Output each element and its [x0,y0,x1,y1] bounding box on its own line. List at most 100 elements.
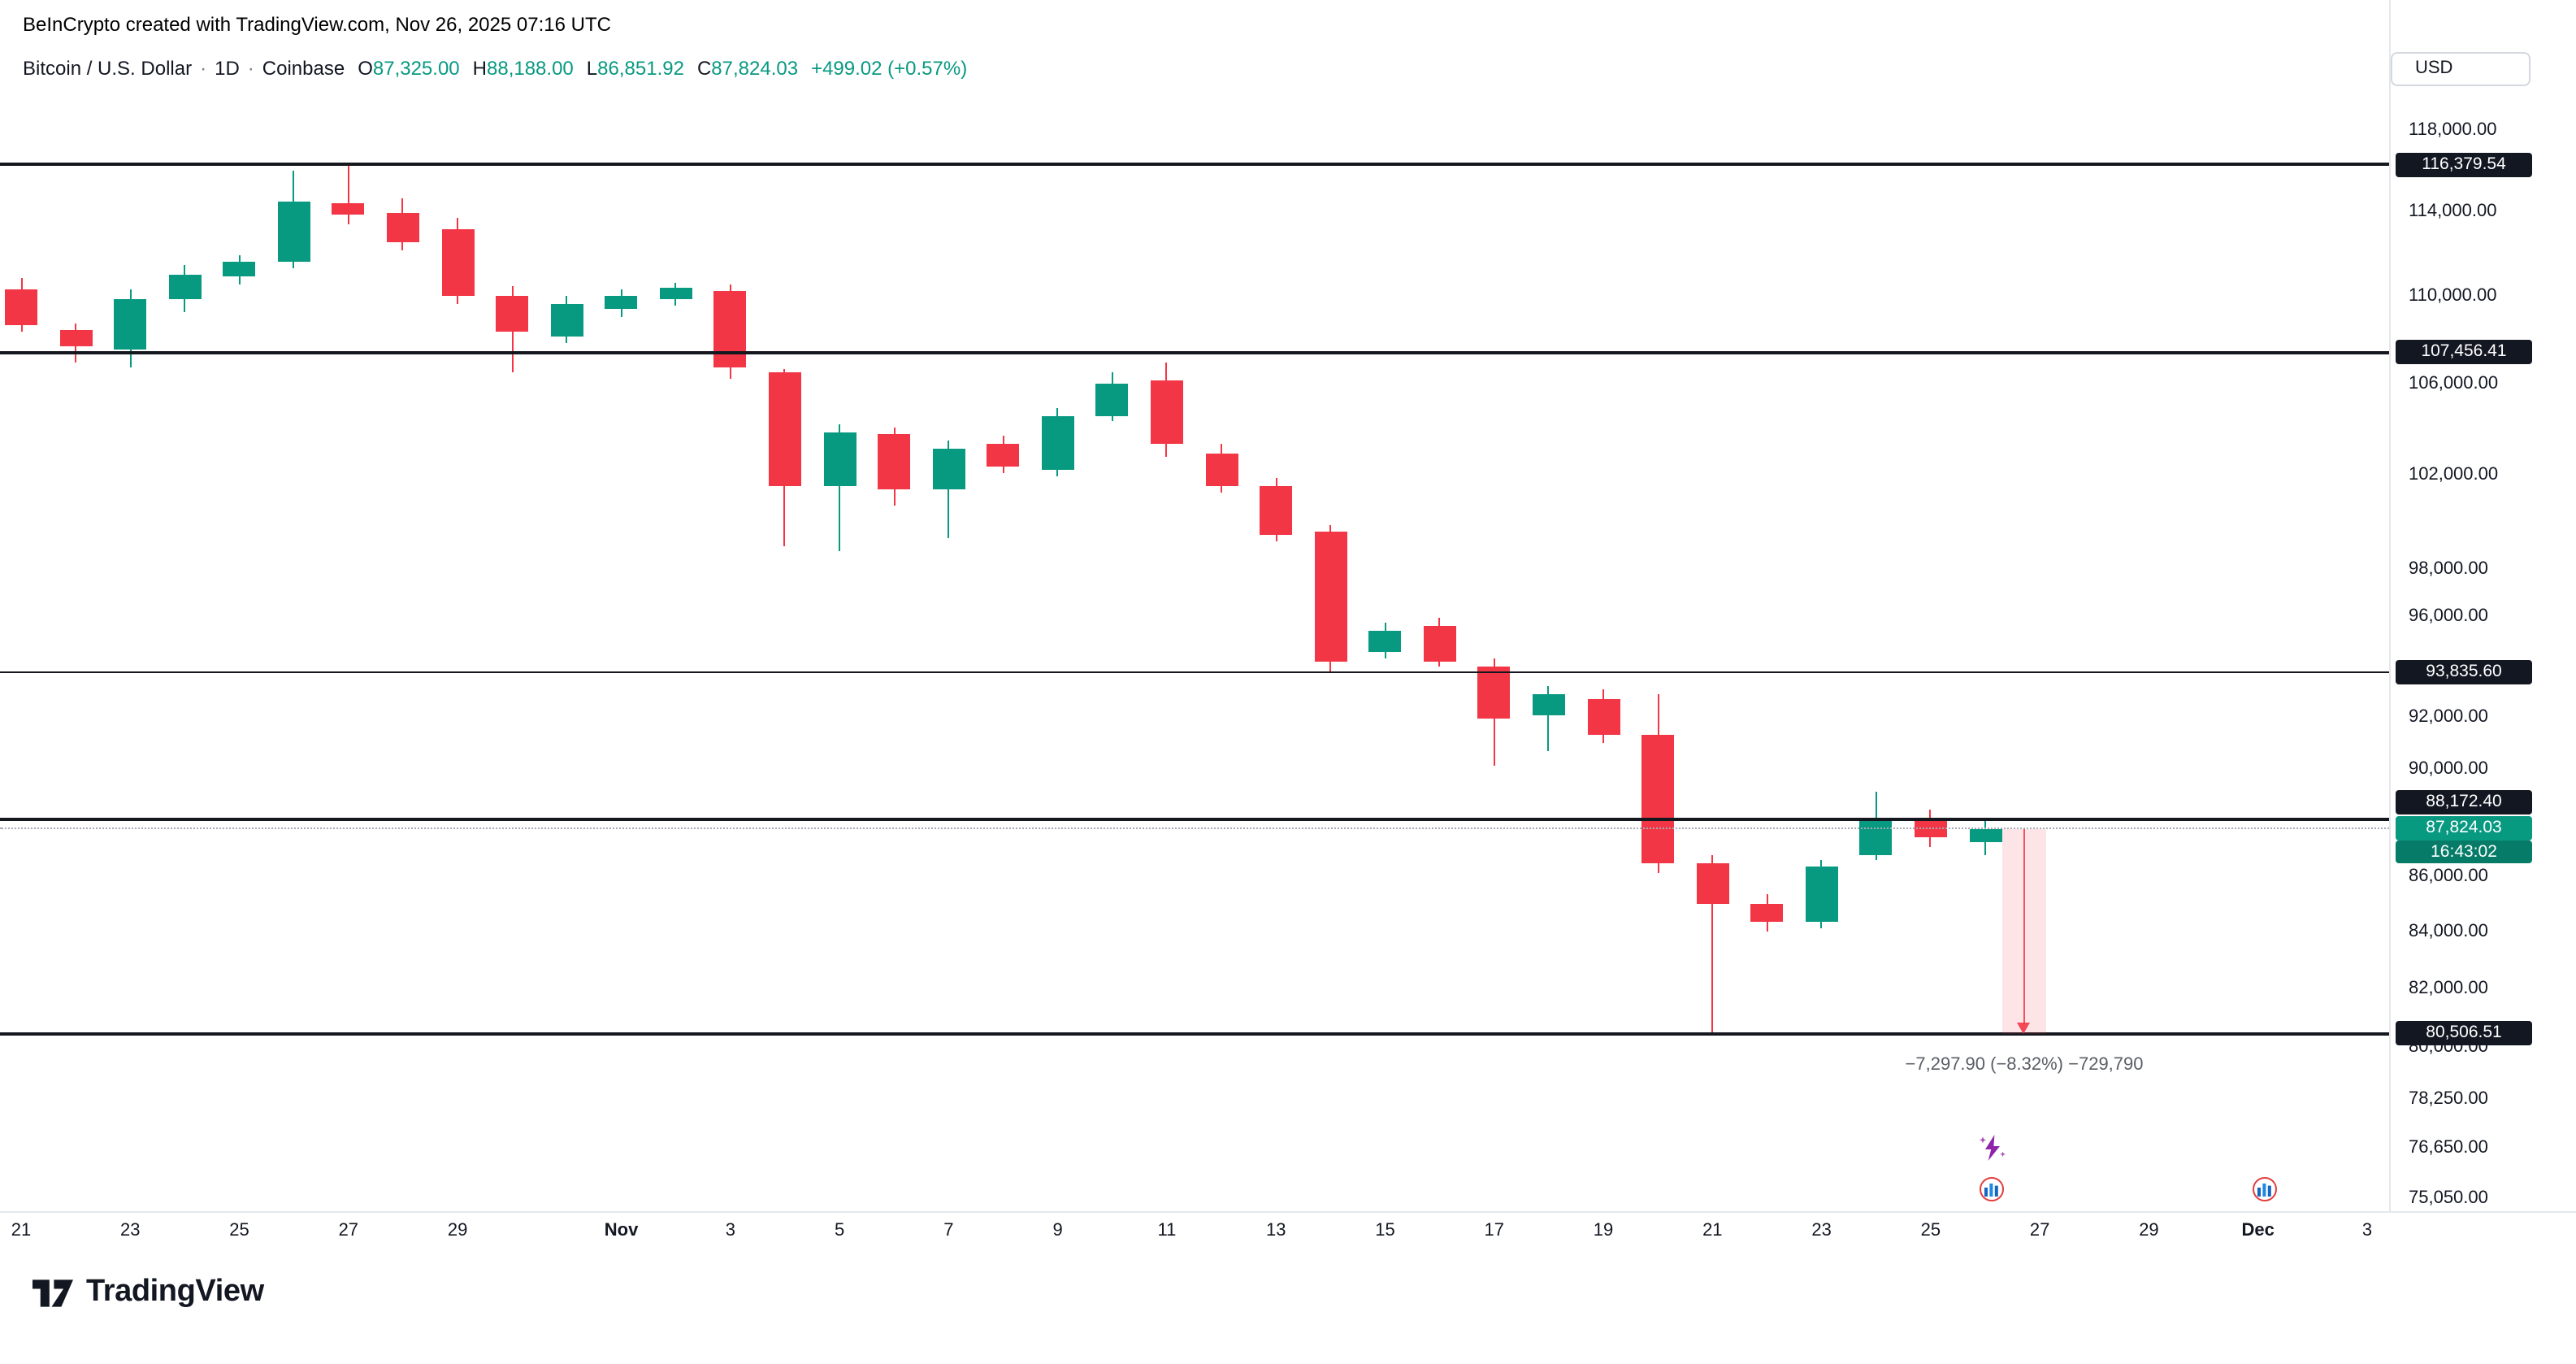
candle-body [823,432,856,486]
candle-body [277,202,310,262]
candle-body [59,330,93,347]
candle-body [987,443,1020,467]
time-axis-label[interactable]: 25 [229,1221,249,1240]
candle-body [496,295,529,332]
time-axis-label[interactable]: 19 [1593,1221,1614,1240]
candle-body [332,202,365,215]
ai-sparkle-icon[interactable] [1977,1133,2006,1162]
support-resistance-line[interactable] [0,671,2389,674]
footer: TradingView [0,1252,2576,1364]
beincrypto-chart-icon[interactable] [2250,1174,2279,1203]
price-axis-label: 118,000.00 [2409,120,2497,141]
price-axis-label: 76,650.00 [2409,1137,2488,1158]
candle-body [1587,698,1620,735]
candle-body [1805,866,1838,922]
support-resistance-line[interactable] [0,351,2389,354]
beincrypto-chart-icon [2252,1176,2277,1201]
candle-body [768,371,801,486]
candle-body [1477,666,1511,719]
measurement-label[interactable]: −7,297.90 (−8.32%) −729,790 [1905,1054,2144,1075]
support-resistance-line[interactable] [0,163,2389,166]
price-axis-label: 86,000.00 [2409,867,2488,887]
measurement-arrow-icon [2017,1022,2031,1034]
symbol-title[interactable]: Bitcoin / U.S. Dollar [23,57,193,80]
high-key: H [472,57,487,80]
time-axis-label[interactable]: 5 [834,1221,845,1240]
exchange-label[interactable]: Coinbase [262,57,345,80]
beincrypto-chart-icon[interactable] [1977,1174,2006,1203]
legend-separator: · [200,57,207,80]
price-axis-label: 82,000.00 [2409,979,2488,999]
time-axis-label[interactable]: 27 [338,1221,359,1240]
candle-wick [948,440,950,538]
time-axis-label[interactable]: 27 [2029,1221,2050,1240]
candle-body [550,303,583,337]
close-value: 87,824.03 [711,57,799,80]
time-axis-label[interactable]: 23 [120,1221,141,1240]
time-axis-label[interactable]: 25 [1920,1221,1941,1240]
time-axis-label[interactable]: 3 [2361,1221,2373,1240]
candle-body [1641,734,1675,863]
candle-body [1260,485,1293,535]
candle-body [932,448,965,489]
open-value: 87,325.00 [372,57,460,80]
interval-label[interactable]: 1D [215,57,240,80]
price-axis-label: 102,000.00 [2409,464,2499,484]
open-key: O [358,57,373,80]
price-axis-label: 98,000.00 [2409,558,2488,579]
currency-selector-button[interactable]: USD [2391,52,2530,86]
time-axis-label[interactable]: 3 [725,1221,735,1240]
time-axis-label[interactable]: 15 [1375,1221,1395,1240]
time-axis-label[interactable]: 21 [1702,1221,1723,1240]
candle-body [1205,453,1238,486]
candle-wick [1547,685,1550,751]
candle-body [1423,625,1456,662]
price-chart-canvas[interactable] [0,0,2389,1211]
beincrypto-chart-icon [1980,1176,2005,1201]
candle-body [1368,630,1402,653]
low-value: 86,851.92 [597,57,684,80]
candle-wick [839,424,841,551]
support-resistance-line[interactable] [0,818,2389,821]
candle-body [5,289,37,326]
current-price-dotted-line [0,828,2389,830]
time-axis-label[interactable]: Dec [2241,1221,2275,1240]
candle-body [659,288,692,300]
support-resistance-line[interactable] [0,1032,2389,1036]
candle-wick [1711,854,1714,1032]
time-axis-label[interactable]: 7 [943,1221,954,1240]
candle-body [114,299,147,350]
time-axis[interactable]: 21 23 25 27 29 Nov 3 5 7 9 11 13 15 17 19 21 23 25 27 29 Dec… [0,1211,2576,1252]
tradingview-wordmark: TradingView [86,1275,264,1309]
tradingview-logo-link[interactable]: TradingView [33,1275,264,1310]
candle-body [878,433,911,489]
price-axis[interactable]: 87,824.03 16:43:02 116,379.54 107,456.41 9… [2389,0,2576,1211]
time-axis-label[interactable]: 11 [1157,1221,1177,1240]
symbol-legend: Bitcoin / U.S. Dollar · 1D · Coinbase O87,325… [23,57,967,80]
high-value: 88,188.00 [487,57,574,80]
price-axis-label: 110,000.00 [2409,285,2497,306]
price-axis-label: 92,000.00 [2409,707,2488,728]
time-axis-label[interactable]: Nov [604,1221,639,1240]
watermark-text: BeInCrypto created with TradingView.com,… [23,13,611,36]
time-axis-label[interactable]: 29 [447,1221,468,1240]
time-axis-label[interactable]: 23 [1811,1221,1832,1240]
time-axis-label[interactable]: 29 [2139,1221,2159,1240]
legend-separator: · [247,57,254,80]
price-axis-label: 78,250.00 [2409,1089,2488,1110]
price-axis-label: 75,050.00 [2409,1188,2488,1208]
candle-body [1041,415,1074,470]
candle-body [223,262,256,276]
price-axis-label: 84,000.00 [2409,922,2488,942]
time-axis-label[interactable]: 13 [1265,1221,1286,1240]
close-key: C [696,57,712,80]
tradingview-logo-icon [33,1279,73,1306]
candle-body [1969,828,2002,842]
candle-wick [347,166,349,224]
candle-body [1696,862,1729,905]
time-axis-label[interactable]: 21 [11,1221,32,1240]
time-axis-label[interactable]: 9 [1052,1221,1063,1240]
price-axis-label: 114,000.00 [2409,202,2497,222]
time-axis-label[interactable]: 17 [1484,1221,1505,1240]
